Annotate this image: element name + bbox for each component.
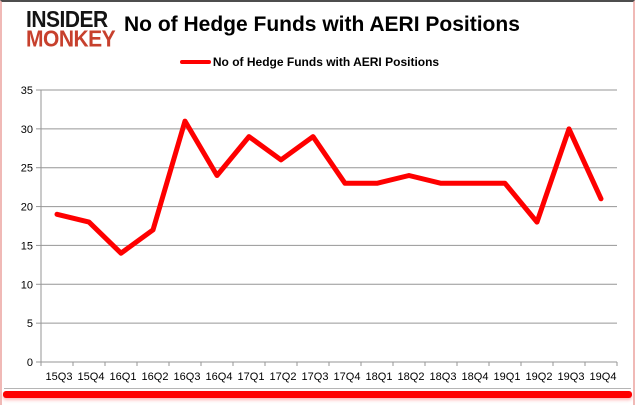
insider-monkey-logo: INSIDER MONKEY — [26, 7, 116, 53]
legend-line-marker — [179, 60, 211, 64]
x-tick-label: 17Q2 — [270, 371, 297, 383]
y-tick-label: 5 — [27, 318, 33, 330]
chart-title: No of Hedge Funds with AERI Positions — [124, 13, 520, 36]
legend-label: No of Hedge Funds with AERI Positions — [212, 55, 440, 69]
x-tick-label: 17Q3 — [302, 371, 329, 383]
legend: No of Hedge Funds with AERI Positions — [2, 55, 617, 69]
x-tick-label: 19Q3 — [558, 371, 585, 383]
x-tick-label: 17Q1 — [238, 371, 265, 383]
x-tick-label: 18Q3 — [430, 371, 457, 383]
y-tick-label: 25 — [21, 163, 33, 175]
y-tick-label: 30 — [21, 124, 33, 136]
footer-red-bar — [3, 391, 632, 398]
bottom-frame-line — [4, 388, 631, 389]
x-tick-label: 16Q1 — [110, 371, 137, 383]
x-tick-label: 16Q4 — [206, 371, 233, 383]
x-tick-label: 19Q4 — [590, 371, 617, 383]
y-tick-label: 20 — [21, 202, 33, 214]
x-tick-label: 16Q3 — [174, 371, 201, 383]
x-tick-label: 15Q4 — [78, 371, 105, 383]
x-tick-label: 19Q1 — [494, 371, 521, 383]
y-tick-label: 10 — [21, 279, 33, 291]
x-tick-label: 18Q1 — [366, 371, 393, 383]
x-tick-label: 19Q2 — [526, 371, 553, 383]
y-tick-label: 15 — [21, 240, 33, 252]
x-tick-label: 15Q3 — [46, 371, 73, 383]
x-tick-label: 18Q2 — [398, 371, 425, 383]
logo-text-insider: INSIDER — [26, 7, 108, 33]
logo-text-monkey: MONKEY — [26, 27, 116, 53]
y-tick-label: 0 — [27, 357, 33, 369]
line-chart: 0 5 10 15 20 25 30 35 15Q3 15Q4 16Q1 16Q2 16Q3 16Q4 17… — [21, 85, 618, 383]
data-series-line — [54, 118, 604, 256]
y-tick-label: 35 — [21, 85, 33, 97]
x-tick-label: 16Q2 — [142, 371, 169, 383]
x-tick-label: 18Q4 — [462, 371, 489, 383]
x-tick-label: 17Q4 — [334, 371, 361, 383]
